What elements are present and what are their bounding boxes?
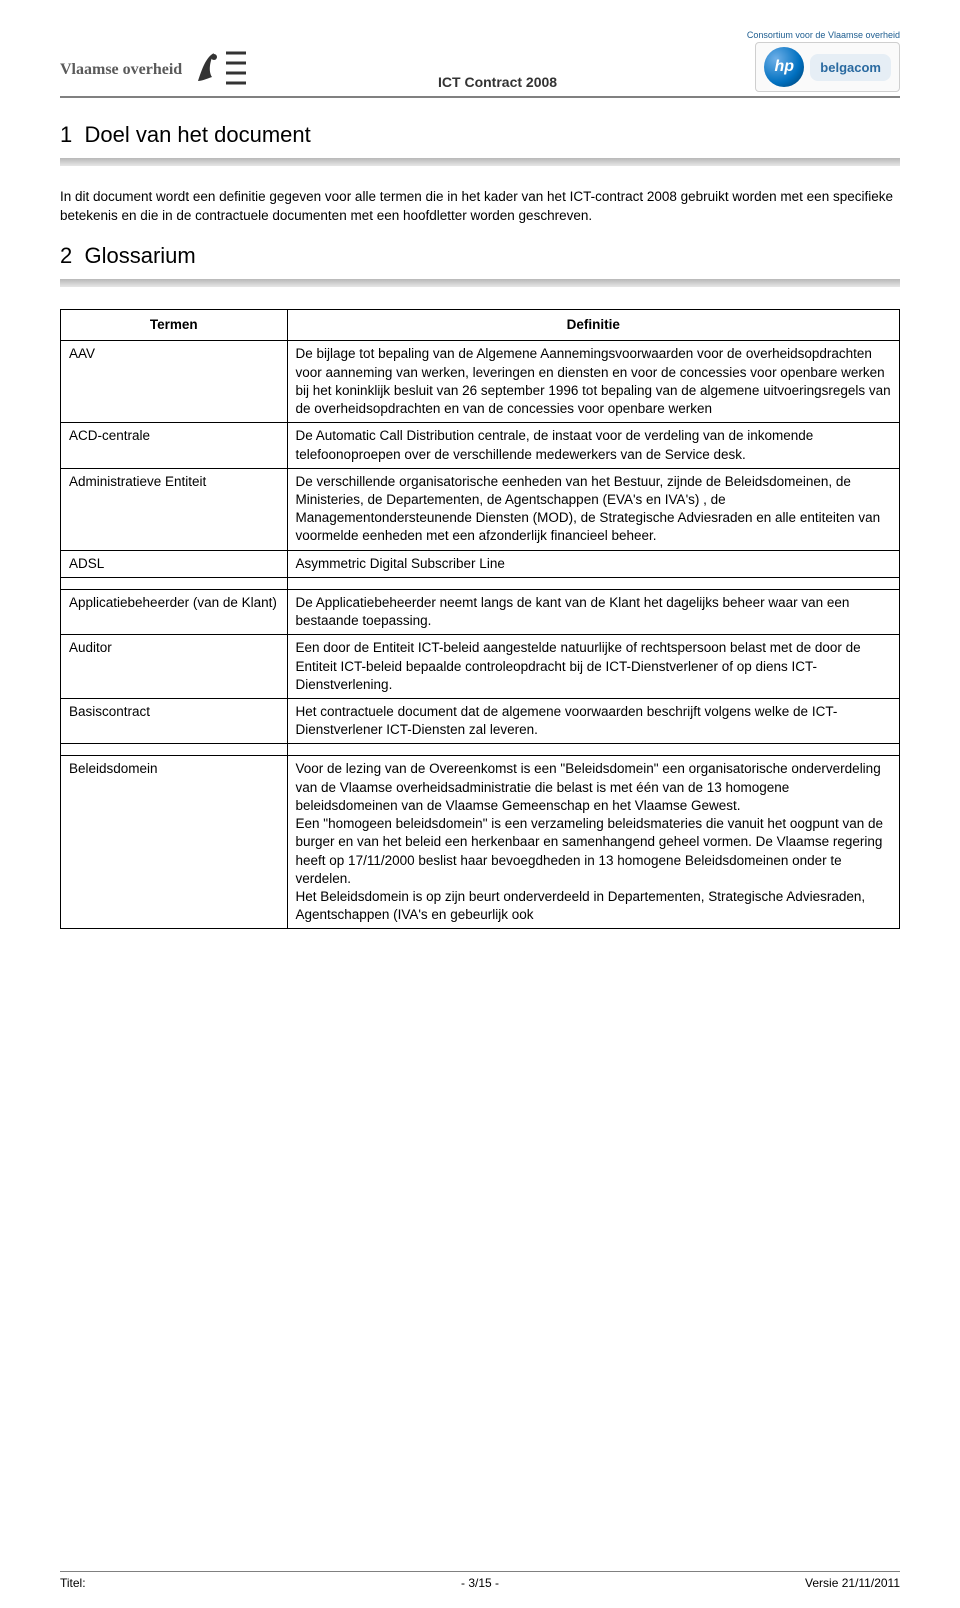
table-row: Applicatiebeheerder (van de Klant) De Ap… <box>61 589 900 634</box>
def-cell: Asymmetric Digital Subscriber Line <box>287 550 899 577</box>
term-cell: ACD-centrale <box>61 423 288 468</box>
def-cell: Het contractuele document dat de algemen… <box>287 698 899 743</box>
table-row: ACD-centrale De Automatic Call Distribut… <box>61 423 900 468</box>
table-row: Auditor Een door de Entiteit ICT-beleid … <box>61 635 900 699</box>
footer-page-number: - 3/15 - <box>461 1576 499 1590</box>
def-cell: Een door de Entiteit ICT-beleid aangeste… <box>287 635 899 699</box>
section-1-underline <box>60 158 900 166</box>
section-2-underline <box>60 279 900 287</box>
col-header-term: Termen <box>61 310 288 341</box>
page-header: Vlaamse overheid ICT Contract 2008 <box>60 30 900 92</box>
term-cell: Applicatiebeheerder (van de Klant) <box>61 589 288 634</box>
hp-logo: hp <box>764 47 804 87</box>
consortium-label: Consortium voor de Vlaamse overheid <box>747 30 900 40</box>
def-cell: De bijlage tot bepaling van de Algemene … <box>287 341 899 423</box>
section-2-title: Glossarium <box>84 243 195 268</box>
table-row: Beleidsdomein Voor de lezing van de Over… <box>61 756 900 929</box>
def-cell: De Applicatiebeheerder neemt langs de ka… <box>287 589 899 634</box>
footer-left: Titel: <box>60 1576 86 1590</box>
header-left: Vlaamse overheid <box>60 47 248 92</box>
table-row: AAV De bijlage tot bepaling van de Algem… <box>61 341 900 423</box>
section-1-heading: 1 Doel van het document <box>60 122 900 148</box>
glossary-tbody: AAV De bijlage tot bepaling van de Algem… <box>61 341 900 929</box>
table-spacer-row <box>61 744 900 756</box>
header-right: Consortium voor de Vlaamse overheid hp b… <box>747 30 900 92</box>
def-cell: De verschillende organisatorische eenhed… <box>287 468 899 550</box>
col-header-def: Definitie <box>287 310 899 341</box>
table-header-row: Termen Definitie <box>61 310 900 341</box>
footer-right: Versie 21/11/2011 <box>805 1576 900 1590</box>
table-row: Administratieve Entiteit De verschillend… <box>61 468 900 550</box>
flanders-lion-emblem <box>192 47 248 92</box>
def-cell: De Automatic Call Distribution centrale,… <box>287 423 899 468</box>
table-row: Basiscontract Het contractuele document … <box>61 698 900 743</box>
org-name: Vlaamse overheid <box>60 61 182 79</box>
table-row: ADSL Asymmetric Digital Subscriber Line <box>61 550 900 577</box>
section-2-heading: 2 Glossarium <box>60 243 900 269</box>
document-page: Vlaamse overheid ICT Contract 2008 <box>0 0 960 1608</box>
term-cell: Auditor <box>61 635 288 699</box>
section-2-number: 2 <box>60 243 72 268</box>
intro-paragraph: In dit document wordt een definitie gege… <box>60 188 900 225</box>
belgacom-logo: belgacom <box>810 54 891 81</box>
term-cell: Beleidsdomein <box>61 756 288 929</box>
term-cell: ADSL <box>61 550 288 577</box>
term-cell: Administratieve Entiteit <box>61 468 288 550</box>
def-cell: Voor de lezing van de Overeenkomst is ee… <box>287 756 899 929</box>
header-rule <box>60 96 900 98</box>
table-spacer-row <box>61 577 900 589</box>
section-1-number: 1 <box>60 122 72 147</box>
term-cell: AAV <box>61 341 288 423</box>
glossary-table: Termen Definitie AAV De bijlage tot bepa… <box>60 309 900 929</box>
footer-rule <box>60 1571 900 1572</box>
doc-title: ICT Contract 2008 <box>438 74 557 92</box>
term-cell: Basiscontract <box>61 698 288 743</box>
footer-row: Titel: - 3/15 - Versie 21/11/2011 <box>60 1576 900 1590</box>
partner-logos: hp belgacom <box>755 42 900 92</box>
page-footer: Titel: - 3/15 - Versie 21/11/2011 <box>60 1571 900 1590</box>
section-1-title: Doel van het document <box>84 122 310 147</box>
